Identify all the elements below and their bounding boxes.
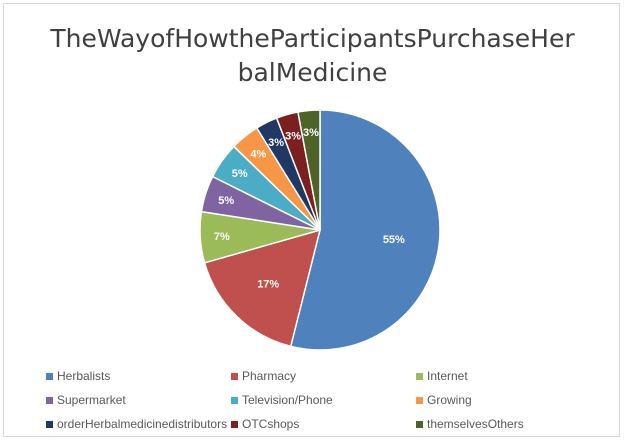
legend-item-themselvesothers: themselvesOthers (416, 414, 524, 434)
data-label-supermarket: 5% (218, 195, 234, 207)
pie-slice-herbalists (289, 109, 441, 351)
legend-label: Supermarket (57, 393, 126, 407)
legend-swatch (46, 396, 53, 404)
legend-item-internet: Internet (416, 366, 468, 386)
data-label-television-phone: 5% (232, 168, 248, 180)
legend-swatch (416, 420, 423, 428)
legend-label: Pharmacy (242, 369, 297, 383)
chart-title-line-1: TheWayofHowtheParticipantsPurchaseHer (50, 24, 575, 53)
pie-slice-pharmacy (203, 228, 322, 348)
legend-swatch (46, 420, 53, 428)
legend-swatch (416, 396, 423, 404)
legend-item-pharmacy: Pharmacy (231, 366, 296, 386)
legend-swatch (231, 420, 238, 428)
legend-label: themselvesOthers (427, 417, 524, 431)
legend-swatch (231, 396, 238, 404)
chart-title: TheWayofHowtheParticipantsPurchaseHer ba… (0, 22, 625, 90)
legend-label: orderHerbalmedicinedistributors (57, 417, 228, 431)
chart-title-line-2: balMedicine (237, 58, 388, 87)
legend-item-orderherbalmedicinedistributors: orderHerbalmedicinedistributors (46, 414, 227, 434)
legend-label: Growing (427, 393, 472, 407)
data-label-pharmacy: 17% (257, 278, 279, 290)
legend-item-growing: Growing (416, 390, 472, 410)
data-label-orderherbalmedicinedistributors: 3% (268, 137, 284, 149)
legend-label: Television/Phone (242, 393, 333, 407)
legend-item-herbalists: Herbalists (46, 366, 110, 386)
legend-label: Herbalists (57, 369, 111, 383)
legend-item-television-phone: Television/Phone (231, 390, 333, 410)
data-label-otcshops: 3% (285, 130, 301, 142)
data-label-themselvesothers: 3% (303, 127, 319, 139)
legend-swatch (231, 372, 238, 380)
data-label-internet: 7% (214, 231, 230, 243)
pie-slice-themselvesothers (297, 109, 321, 231)
legend-label: OTCshops (242, 417, 300, 431)
legend-swatch (46, 372, 53, 380)
legend-swatch (416, 372, 423, 380)
legend-item-otcshops: OTCshops (231, 414, 299, 434)
legend-label: Internet (427, 369, 468, 383)
data-label-herbalists: 55% (383, 234, 405, 246)
legend-item-supermarket: Supermarket (46, 390, 126, 410)
chart-legend: Herbalists Pharmacy Internet Supermarket Tel… (46, 366, 586, 436)
data-label-growing: 4% (250, 148, 266, 160)
